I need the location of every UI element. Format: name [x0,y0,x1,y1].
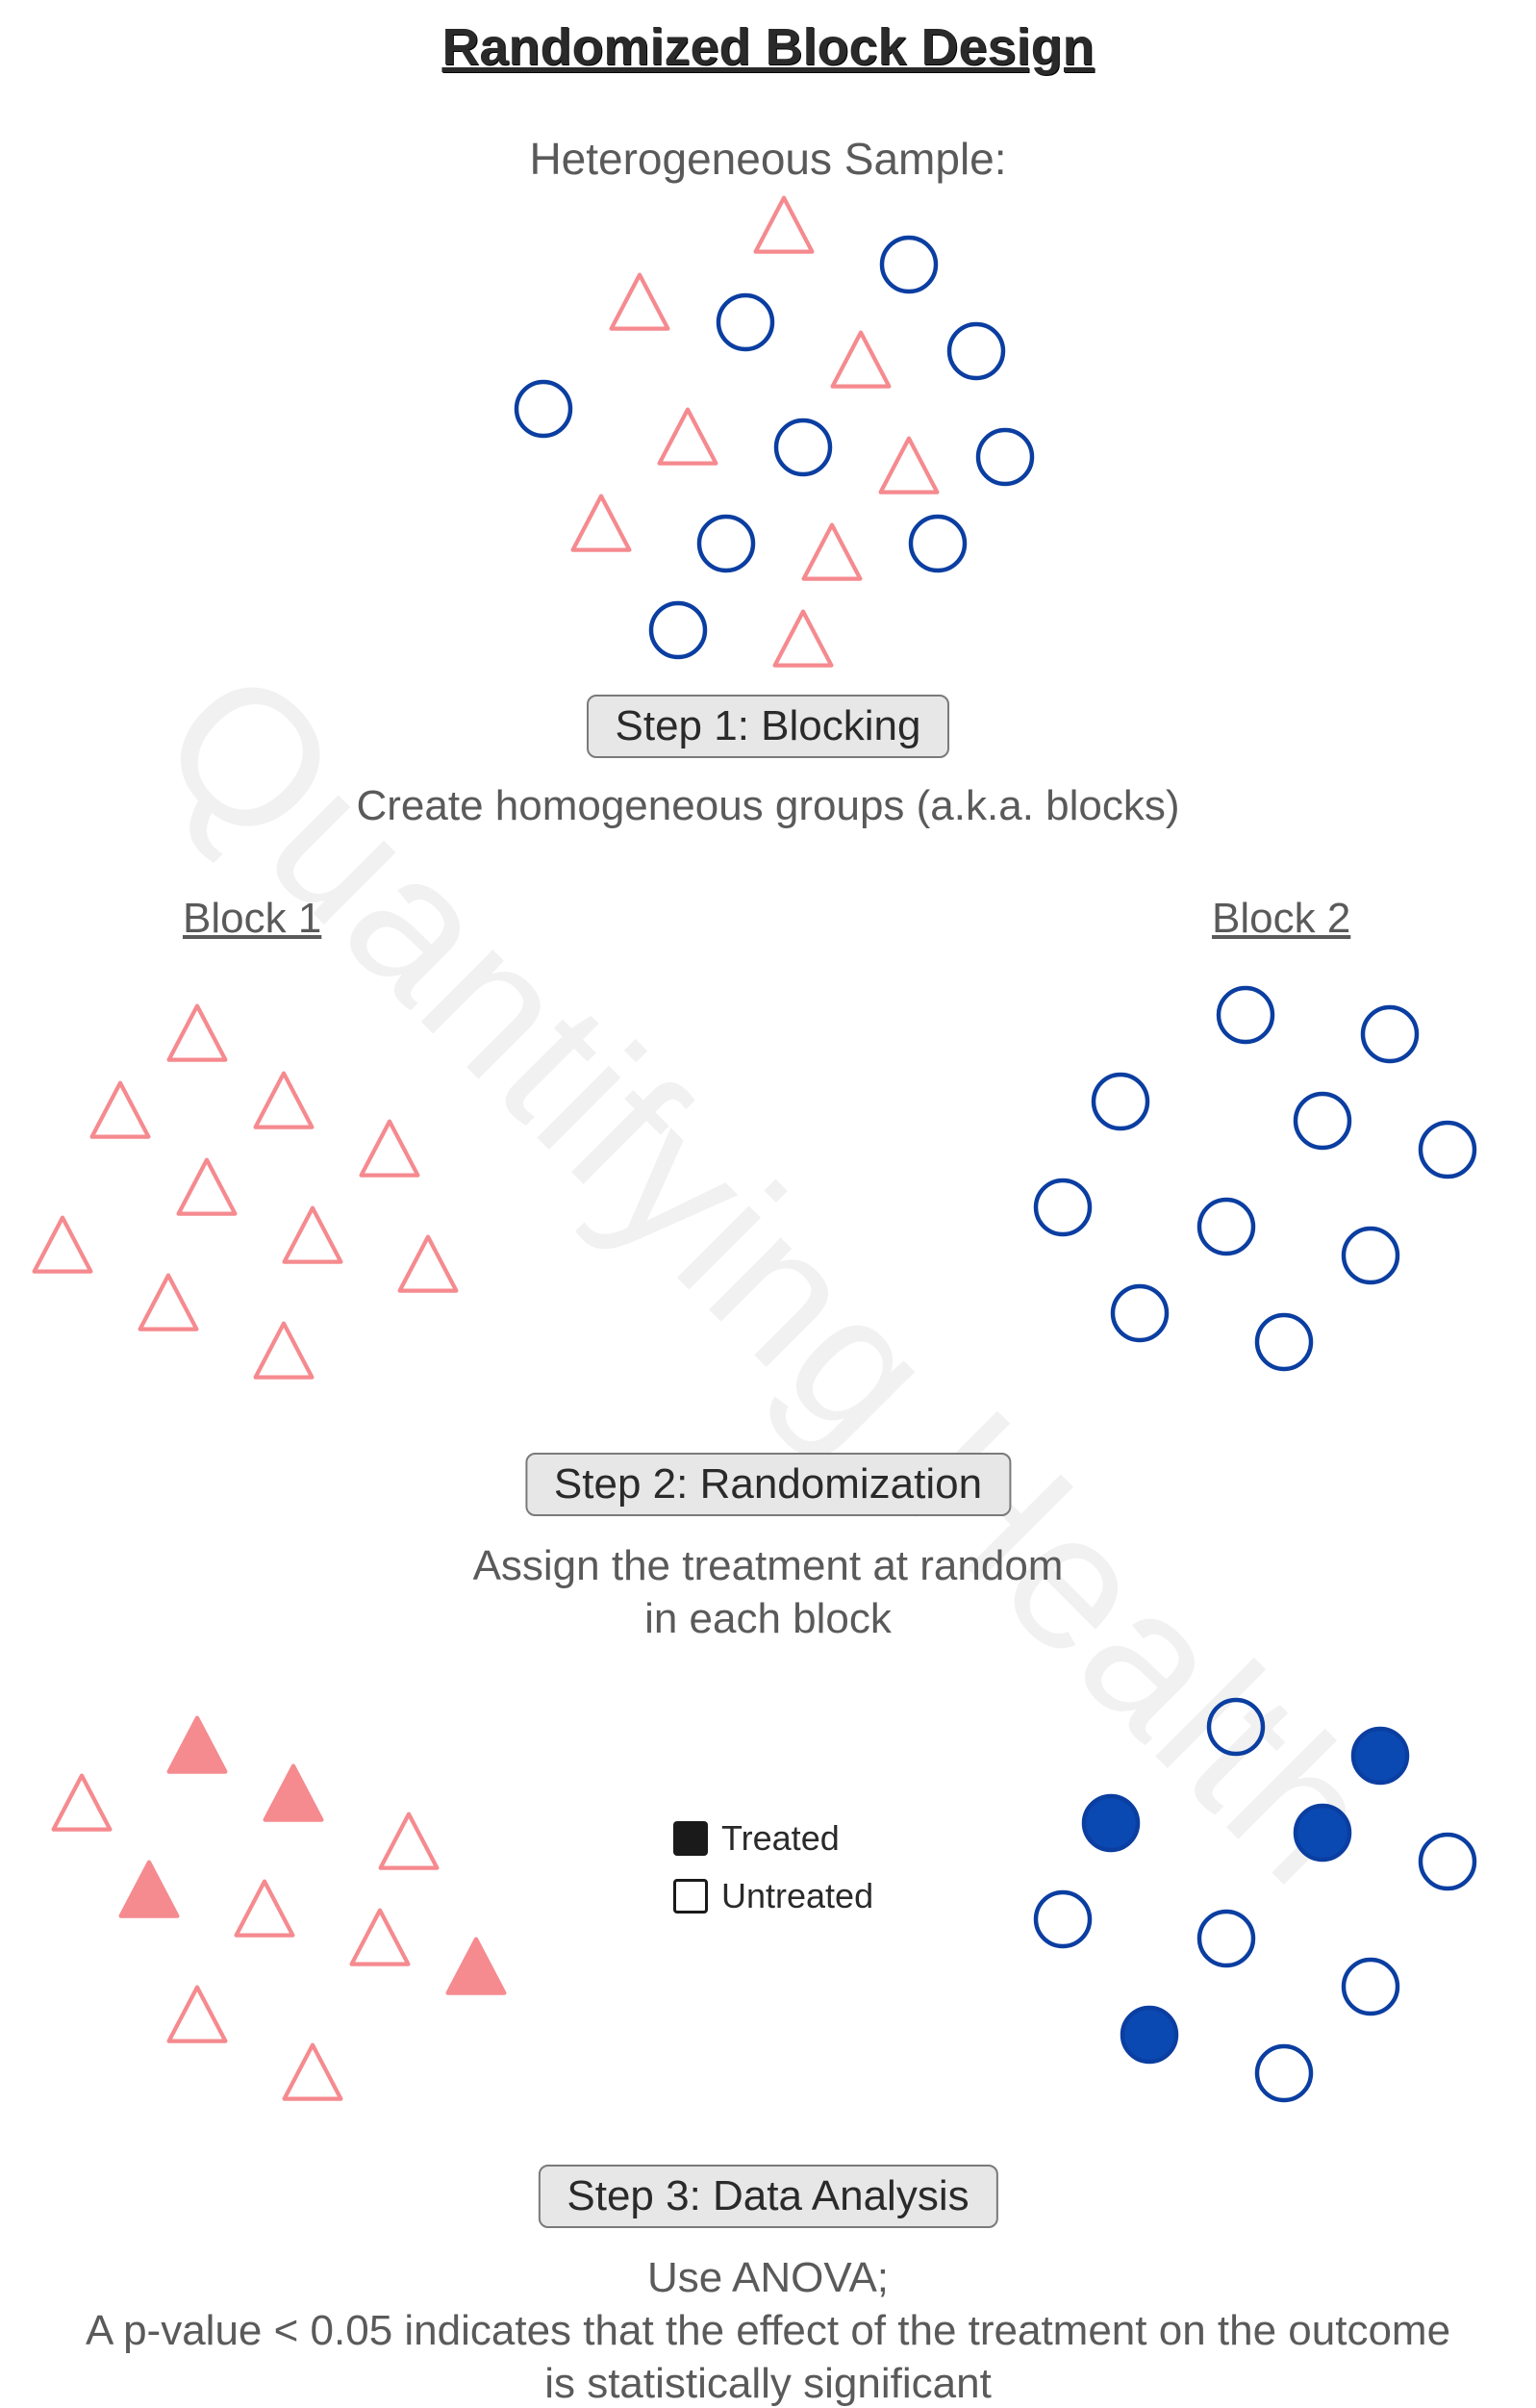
step3-desc-line1: Use ANOVA; [647,2254,889,2301]
hetero-sample-label: Heterogeneous Sample: [0,133,1536,185]
triangle-filled-icon [115,1857,183,1929]
circle-outline-icon [1356,1001,1423,1073]
circle-filled-icon [1077,1789,1145,1862]
circle-filled-icon [1347,1722,1414,1794]
step2-description: Assign the treatment at random in each b… [0,1539,1536,1645]
circle-outline-icon [904,510,971,582]
circle-outline-icon [712,289,779,361]
triangle-outline-icon [48,1770,115,1842]
triangle-outline-icon [798,520,866,592]
circle-outline-icon [1029,1886,1096,1958]
circle-outline-icon [875,231,943,303]
circle-outline-icon [1212,981,1279,1053]
triangle-outline-icon [394,1231,462,1304]
triangle-outline-icon [279,2040,346,2112]
circle-outline-icon [1193,1905,1260,1977]
legend-untreated-swatch [673,1879,708,1914]
circle-filled-icon [1289,1799,1356,1871]
legend-untreated-label: Untreated [721,1876,873,1916]
page-title: Randomized Block Design [0,17,1536,77]
treatment-legend: Treated Untreated [673,1818,873,1934]
block2-cluster [1000,981,1500,1385]
triangle-outline-icon [164,1001,231,1073]
step2-badge: Step 2: Randomization [525,1453,1011,1516]
triangle-outline-icon [250,1318,317,1390]
circle-outline-icon [1202,1693,1270,1765]
triangle-outline-icon [173,1154,240,1227]
circle-outline-icon [1414,1116,1481,1188]
circle-outline-icon [1029,1174,1096,1246]
triangle-outline-icon [29,1212,96,1284]
triangle-outline-icon [250,1068,317,1140]
legend-treated-swatch [673,1821,708,1856]
circle-outline-icon [1193,1193,1260,1265]
triangle-outline-icon [279,1203,346,1275]
step3-desc-line3: is statistically significant [544,2360,992,2407]
triangle-outline-icon [375,1809,442,1881]
circle-outline-icon [943,317,1010,390]
triangle-filled-icon [164,1712,231,1785]
step3-desc-line2: A p-value < 0.05 indicates that the effe… [86,2307,1450,2354]
triangle-outline-icon [164,1982,231,2054]
circle-outline-icon [971,423,1039,495]
triangle-outline-icon [135,1270,202,1342]
step2-desc-line2: in each block [644,1595,892,1642]
triangle-outline-icon [231,1876,298,1948]
step3-badge: Step 3: Data Analysis [538,2165,997,2228]
circle-outline-icon [510,375,577,447]
legend-treated-label: Treated [721,1818,840,1859]
circle-outline-icon [1250,2040,1318,2112]
hetero-sample-cluster [510,192,1048,654]
circle-filled-icon [1116,2001,1183,2073]
triangle-filled-icon [260,1761,327,1833]
block2-label: Block 2 [1212,895,1350,943]
circle-outline-icon [1087,1068,1154,1140]
step1-description: Create homogeneous groups (a.k.a. blocks… [0,779,1536,832]
step2-desc-line1: Assign the treatment at random [473,1542,1064,1589]
step1-badge: Step 1: Blocking [587,695,950,758]
circle-outline-icon [1337,1222,1404,1294]
triangle-outline-icon [750,192,818,265]
circle-outline-icon [644,596,712,669]
triangle-outline-icon [827,327,894,399]
circle-outline-icon [1414,1828,1481,1900]
block1-label: Block 1 [183,895,321,943]
triangle-outline-icon [875,433,943,505]
triangle-outline-icon [87,1077,154,1150]
triangle-outline-icon [769,606,837,678]
circle-outline-icon [1250,1308,1318,1381]
triangle-outline-icon [567,491,635,563]
circle-outline-icon [692,510,760,582]
legend-row-untreated: Untreated [673,1876,873,1916]
step3-description: Use ANOVA; A p-value < 0.05 indicates th… [0,2251,1536,2408]
randomized-block2-cluster [1000,1693,1500,2097]
triangle-outline-icon [346,1905,414,1977]
circle-outline-icon [1337,1953,1404,2025]
triangle-filled-icon [442,1934,510,2006]
legend-row-treated: Treated [673,1818,873,1859]
triangle-outline-icon [606,269,673,342]
circle-outline-icon [1106,1280,1173,1352]
randomized-block1-cluster [29,1712,529,2117]
block1-cluster [29,1001,529,1405]
circle-outline-icon [1289,1087,1356,1159]
triangle-outline-icon [356,1116,423,1188]
triangle-outline-icon [654,404,721,476]
circle-outline-icon [769,414,837,486]
